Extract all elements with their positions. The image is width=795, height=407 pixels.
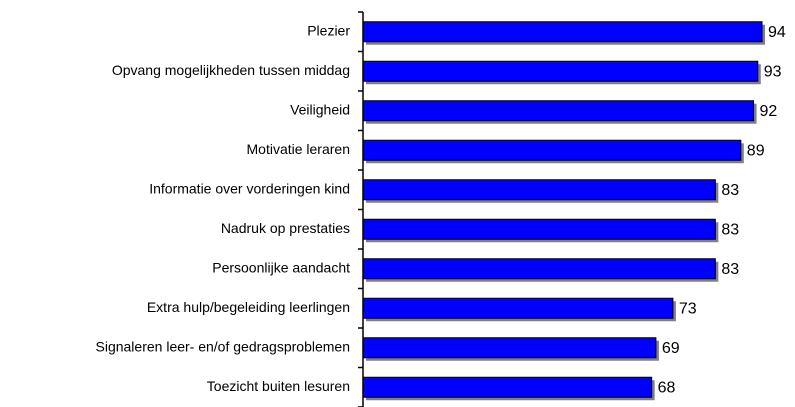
bar — [362, 297, 674, 319]
data-label: 89 — [747, 142, 765, 159]
bar — [362, 179, 716, 201]
category-label: Veiligheid — [290, 101, 350, 117]
data-label: 83 — [721, 221, 739, 238]
category-label: Informatie over vorderingen kind — [149, 180, 350, 196]
category-label: Nadruk op prestaties — [221, 220, 350, 236]
data-label: 73 — [679, 300, 697, 317]
category-label: Toezicht buiten lesuren — [207, 378, 350, 394]
data-label: 94 — [768, 24, 786, 41]
data-label: 93 — [764, 63, 782, 80]
bar — [362, 139, 742, 161]
category-label: Motivatie leraren — [247, 141, 351, 157]
bar — [362, 100, 755, 122]
bar — [362, 337, 657, 359]
bar — [362, 60, 759, 82]
category-label: Plezier — [307, 22, 350, 38]
bar — [362, 376, 653, 398]
data-label: 69 — [662, 340, 680, 357]
data-label: 83 — [721, 261, 739, 278]
bar — [362, 218, 716, 240]
data-label: 92 — [760, 103, 778, 120]
category-label: Opvang mogelijkheden tussen middag — [112, 62, 350, 78]
category-label: Extra hulp/begeleiding leerlingen — [147, 299, 350, 315]
category-label: Signaleren leer- en/of gedragsproblemen — [96, 338, 351, 354]
bar — [362, 258, 716, 280]
data-label: 68 — [658, 379, 676, 396]
category-label: Persoonlijke aandacht — [212, 259, 350, 275]
data-label: 83 — [721, 182, 739, 199]
bar — [362, 21, 763, 43]
